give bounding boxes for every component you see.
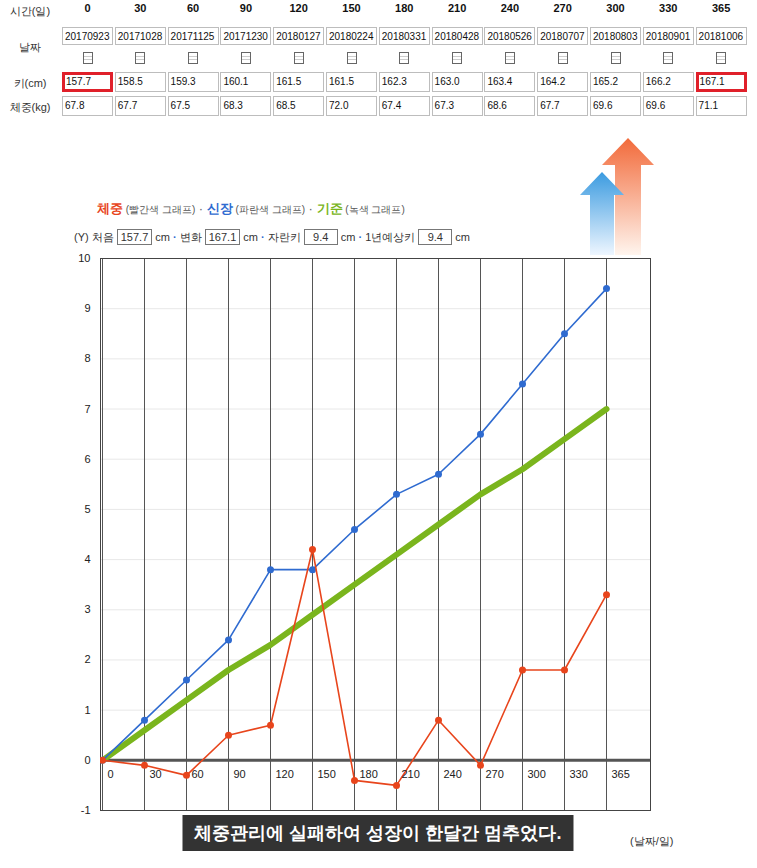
html-text:120: 120 [289, 2, 308, 14]
html-text:164.2: 164.2 [540, 76, 566, 87]
html-text:30: 30 [134, 2, 147, 14]
html-text:300: 300 [606, 2, 625, 14]
html-text:20171230: 20171230 [223, 31, 268, 42]
svg-text:330: 330 [570, 768, 588, 780]
html-text:20180901: 20180901 [645, 31, 691, 42]
html-text:(Y)처음: (Y)처음 [74, 231, 114, 243]
html-text:20171125: 20171125 [170, 31, 215, 42]
html-text:69.6: 69.6 [645, 100, 666, 111]
html-text:20171028: 20171028 [117, 31, 163, 42]
html-text:0: 0 [84, 2, 91, 14]
html-text:20180224: 20180224 [329, 31, 374, 42]
html-text:270: 270 [553, 2, 572, 14]
html-text:162.3: 162.3 [381, 76, 407, 87]
svg-text:365: 365 [612, 768, 630, 780]
html-text:67.4: 67.4 [381, 100, 402, 111]
svg-text:10: 10 [78, 252, 90, 264]
html-text:157.7: 157.7 [120, 231, 149, 243]
html-text:67.7: 67.7 [117, 100, 138, 111]
html-text:210: 210 [447, 2, 467, 14]
html-text:cm ·자란키: cm ·자란키 [243, 231, 301, 243]
html-text:180: 180 [395, 2, 414, 14]
html-text:150: 150 [342, 2, 361, 14]
svg-text:4: 4 [84, 553, 90, 565]
html-text:체중(kg): 체중(kg) [9, 101, 51, 113]
html-text:20180707: 20180707 [540, 31, 585, 42]
svg-text:6: 6 [84, 453, 90, 465]
html-text:157.7: 157.7 [66, 76, 91, 87]
html-text:67.7: 67.7 [540, 100, 560, 111]
svg-text:300: 300 [528, 768, 546, 780]
html-text:20180803: 20180803 [593, 31, 638, 42]
html-text:163.0: 163.0 [434, 76, 460, 87]
html-text:9.4: 9.4 [427, 231, 443, 243]
svg-text:5: 5 [84, 503, 90, 515]
html-text:166.2: 166.2 [645, 76, 671, 87]
html-text:키(cm): 키(cm) [13, 77, 47, 89]
html-text:cm · 1년예상키: cm · 1년예상키 [340, 231, 416, 243]
html-text:60: 60 [187, 2, 200, 14]
html-text:161.5: 161.5 [276, 76, 302, 87]
svg-text:240: 240 [444, 768, 462, 780]
html-text:(날짜/일): (날짜/일) [630, 835, 674, 847]
html-text:20180428: 20180428 [434, 31, 480, 42]
svg-text:0: 0 [84, 754, 90, 766]
svg-text:3: 3 [84, 603, 90, 615]
html-text:67.8: 67.8 [65, 100, 85, 111]
html-text:67.3: 67.3 [434, 100, 455, 111]
html-text:163.4: 163.4 [487, 76, 513, 87]
svg-text:210: 210 [402, 768, 420, 780]
html-text:72.0: 72.0 [329, 100, 349, 111]
html-text:cm: cm [455, 231, 470, 243]
html-text:날짜: 날짜 [19, 41, 41, 53]
html-text:167.1: 167.1 [208, 231, 237, 243]
html-text:161.5: 161.5 [329, 76, 354, 87]
html-text:20180127: 20180127 [276, 31, 321, 42]
html-text:69.6: 69.6 [593, 100, 613, 111]
svg-text:7: 7 [84, 403, 90, 415]
html-text:90: 90 [239, 2, 252, 14]
svg-text:9: 9 [84, 302, 90, 314]
svg-text:1: 1 [84, 704, 90, 716]
html-text:체중(빨간색 그래프)·신장(파란색 그래프)·기준(녹색: 체중(빨간색 그래프)·신장(파란색 그래프)·기준(녹색 그래프) [97, 201, 405, 216]
html-text:160.1: 160.1 [223, 76, 249, 87]
svg-text:90: 90 [234, 768, 246, 780]
html-text:68.3: 68.3 [223, 100, 243, 111]
html-text:165.2: 165.2 [593, 76, 618, 87]
svg-text:150: 150 [318, 768, 336, 780]
svg-text:0: 0 [108, 768, 114, 780]
svg-text:120: 120 [276, 768, 294, 780]
svg-text:2: 2 [84, 653, 90, 665]
html-text:365: 365 [711, 2, 731, 14]
html-text:cm ·변화: cm ·변화 [155, 231, 202, 243]
svg-text:270: 270 [486, 768, 504, 780]
html-text:20180526: 20180526 [487, 31, 532, 42]
html-text:시간(일): 시간(일) [9, 5, 51, 17]
svg-text:-1: -1 [81, 804, 91, 816]
html-text:67.5: 67.5 [170, 100, 191, 111]
html-text:20180331: 20180331 [381, 31, 427, 42]
html-text:159.3: 159.3 [170, 76, 196, 87]
html-text:68.6: 68.6 [487, 100, 507, 111]
svg-text:30: 30 [150, 768, 162, 780]
html-text:167.1: 167.1 [699, 76, 725, 87]
html-text:20170923: 20170923 [65, 31, 110, 42]
html-text:71.1: 71.1 [698, 100, 719, 111]
html-text:9.4: 9.4 [313, 231, 329, 243]
html-text:330: 330 [659, 2, 678, 14]
html-text:20181006: 20181006 [698, 31, 744, 42]
svg-text:60: 60 [192, 768, 204, 780]
svg-text:180: 180 [360, 768, 378, 780]
svg-text:8: 8 [84, 352, 90, 364]
html-text:158.5: 158.5 [117, 76, 143, 87]
html-text:체중관리에 실패하여 성장이 한달간 멈추었다.: 체중관리에 실패하여 성장이 한달간 멈추었다. [194, 823, 562, 843]
html-text:68.5: 68.5 [276, 100, 296, 111]
html-text:240: 240 [500, 2, 520, 14]
